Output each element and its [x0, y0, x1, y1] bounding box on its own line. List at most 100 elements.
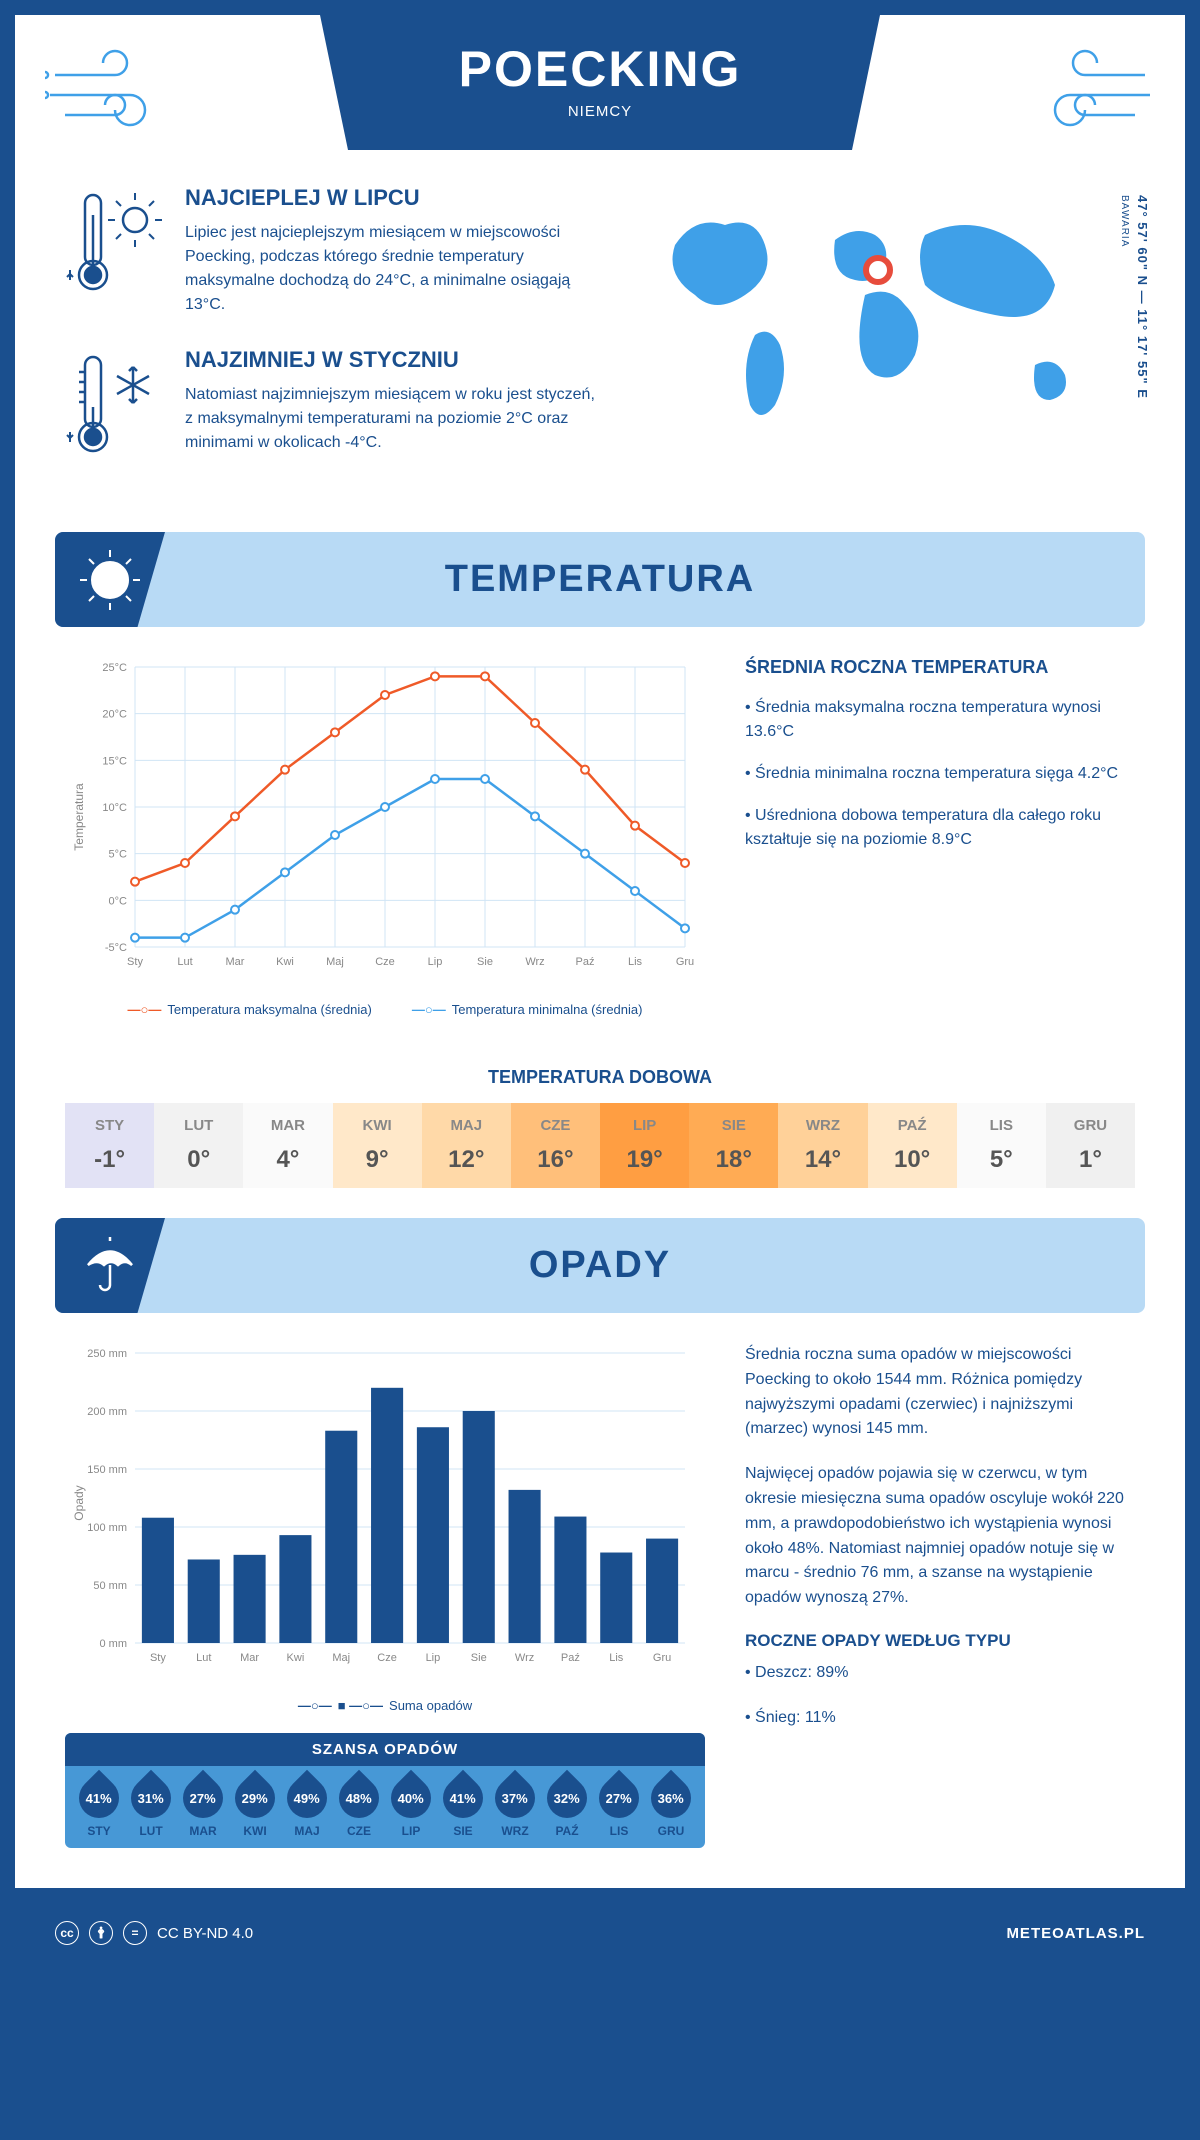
precip-chance-table: SZANSA OPADÓW 41%STY31%LUT27%MAR29%KWI49…	[65, 1733, 705, 1848]
legend-min: Temperatura minimalna (średnia)	[412, 1002, 643, 1017]
warmest-title: NAJCIEPLEJ W LIPCU	[185, 185, 595, 211]
warmest-text: Lipiec jest najcieplejszym miesiącem w m…	[185, 221, 595, 317]
svg-text:Gru: Gru	[676, 956, 694, 968]
temp-info-panel: ŚREDNIA ROCZNA TEMPERATURA • Średnia mak…	[745, 657, 1135, 1017]
daily-cell: WRZ14°	[778, 1103, 867, 1188]
svg-text:Paź: Paź	[576, 956, 595, 968]
precip-type-heading: ROCZNE OPADY WEDŁUG TYPU	[745, 1631, 1135, 1651]
title-banner: POECKING NIEMCY	[320, 15, 880, 150]
site-name: METEOATLAS.PL	[1006, 1925, 1145, 1942]
svg-text:Mar: Mar	[226, 956, 245, 968]
svg-text:Mar: Mar	[240, 1652, 259, 1664]
svg-text:-5°C: -5°C	[105, 942, 127, 954]
daily-temp-table: STY-1°LUT0°MAR4°KWI9°MAJ12°CZE16°LIP19°S…	[65, 1103, 1135, 1188]
coldest-title: NAJZIMNIEJ W STYCZNIU	[185, 347, 595, 373]
footer: cc 🛉 = CC BY-ND 4.0 METEOATLAS.PL	[15, 1903, 1185, 1963]
svg-text:5°C: 5°C	[109, 849, 128, 861]
svg-text:Opady: Opady	[72, 1485, 86, 1520]
daily-cell: SIE18°	[689, 1103, 778, 1188]
svg-text:0°C: 0°C	[109, 895, 128, 907]
svg-text:100 mm: 100 mm	[87, 1522, 127, 1534]
daily-cell: LUT0°	[154, 1103, 243, 1188]
svg-text:10°C: 10°C	[102, 802, 127, 814]
chance-cell: 27%MAR	[177, 1778, 229, 1838]
temp-bullet-3: • Uśredniona dobowa temperatura dla całe…	[745, 804, 1135, 852]
svg-text:Lut: Lut	[177, 956, 192, 968]
svg-text:Gru: Gru	[653, 1652, 671, 1664]
svg-text:20°C: 20°C	[102, 709, 127, 721]
precip-legend: ■ Suma opadów	[65, 1698, 705, 1713]
chance-cell: 41%SIE	[437, 1778, 489, 1838]
precip-snow: • Śnieg: 11%	[745, 1706, 1135, 1731]
chance-cell: 48%CZE	[333, 1778, 385, 1838]
city-title: POECKING	[340, 40, 860, 98]
chance-cell: 49%MAJ	[281, 1778, 333, 1838]
svg-text:150 mm: 150 mm	[87, 1464, 127, 1476]
svg-text:0 mm: 0 mm	[100, 1638, 128, 1650]
header: POECKING NIEMCY	[15, 15, 1185, 165]
precip-text-2: Najwięcej opadów pojawia się w czerwcu, …	[745, 1462, 1135, 1611]
svg-text:Kwi: Kwi	[287, 1652, 305, 1664]
precip-legend-label: Suma opadów	[349, 1698, 472, 1713]
temp-info-heading: ŚREDNIA ROCZNA TEMPERATURA	[745, 657, 1135, 678]
chance-cell: 40%LIP	[385, 1778, 437, 1838]
chance-cell: 37%WRZ	[489, 1778, 541, 1838]
svg-text:Lis: Lis	[609, 1652, 624, 1664]
svg-text:Sty: Sty	[127, 956, 143, 968]
svg-text:Lip: Lip	[426, 1652, 441, 1664]
chance-cell: 32%PAŹ	[541, 1778, 593, 1838]
svg-text:200 mm: 200 mm	[87, 1406, 127, 1418]
daily-cell: LIP19°	[600, 1103, 689, 1188]
temperature-line-chart: -5°C0°C5°C10°C15°C20°C25°CStyLutMarKwiMa…	[65, 657, 705, 1017]
svg-text:Lip: Lip	[428, 956, 443, 968]
svg-text:250 mm: 250 mm	[87, 1348, 127, 1360]
svg-text:Kwi: Kwi	[276, 956, 294, 968]
daily-temp-title: TEMPERATURA DOBOWA	[15, 1067, 1185, 1088]
summary-row: NAJCIEPLEJ W LIPCU Lipiec jest najcieple…	[15, 165, 1185, 532]
temp-title: TEMPERATURA	[445, 558, 756, 601]
svg-text:Lis: Lis	[628, 956, 643, 968]
svg-text:Cze: Cze	[377, 1652, 397, 1664]
world-map: BAWARIA 47° 57' 60" N — 11° 17' 55" E	[635, 185, 1135, 502]
precip-section-header: OPADY	[55, 1218, 1145, 1313]
daily-cell: GRU1°	[1046, 1103, 1135, 1188]
wind-icon-right	[1025, 45, 1155, 140]
svg-text:Temperatura: Temperatura	[72, 783, 86, 851]
coldest-block: NAJZIMNIEJ W STYCZNIU Natomiast najzimni…	[65, 347, 595, 472]
precip-text-1: Średnia roczna suma opadów w miejscowośc…	[745, 1343, 1135, 1442]
cc-icon: cc	[55, 1921, 79, 1945]
license-text: CC BY-ND 4.0	[157, 1925, 253, 1942]
precip-title: OPADY	[529, 1244, 671, 1287]
svg-text:Sie: Sie	[471, 1652, 487, 1664]
svg-text:Maj: Maj	[326, 956, 344, 968]
temp-legend: Temperatura maksymalna (średnia) Tempera…	[65, 1002, 705, 1017]
temp-section-header: TEMPERATURA	[55, 532, 1145, 627]
svg-text:Sty: Sty	[150, 1652, 166, 1664]
by-icon: 🛉	[89, 1921, 113, 1945]
daily-cell: MAR4°	[243, 1103, 332, 1188]
svg-text:Wrz: Wrz	[515, 1652, 534, 1664]
daily-cell: LIS5°	[957, 1103, 1046, 1188]
svg-text:50 mm: 50 mm	[93, 1580, 127, 1592]
chance-title: SZANSA OPADÓW	[65, 1733, 705, 1766]
svg-text:25°C: 25°C	[102, 662, 127, 674]
svg-text:Wrz: Wrz	[525, 956, 544, 968]
temp-bullet-1: • Średnia maksymalna roczna temperatura …	[745, 696, 1135, 744]
svg-text:Lut: Lut	[196, 1652, 211, 1664]
daily-cell: PAŹ10°	[868, 1103, 957, 1188]
chance-cell: 27%LIS	[593, 1778, 645, 1838]
svg-text:Cze: Cze	[375, 956, 395, 968]
precip-info-panel: Średnia roczna suma opadów w miejscowośc…	[745, 1343, 1135, 1848]
thermometer-sun-icon	[65, 185, 165, 317]
country-subtitle: NIEMCY	[340, 103, 860, 120]
warmest-block: NAJCIEPLEJ W LIPCU Lipiec jest najcieple…	[65, 185, 595, 317]
umbrella-icon	[55, 1218, 165, 1313]
svg-text:Maj: Maj	[332, 1652, 350, 1664]
chance-cell: 29%KWI	[229, 1778, 281, 1838]
daily-cell: STY-1°	[65, 1103, 154, 1188]
wind-icon-left	[45, 45, 175, 140]
legend-max: Temperatura maksymalna (średnia)	[128, 1002, 372, 1017]
coordinates: 47° 57' 60" N — 11° 17' 55" E	[1135, 195, 1150, 399]
chance-cell: 41%STY	[73, 1778, 125, 1838]
chance-cell: 36%GRU	[645, 1778, 697, 1838]
